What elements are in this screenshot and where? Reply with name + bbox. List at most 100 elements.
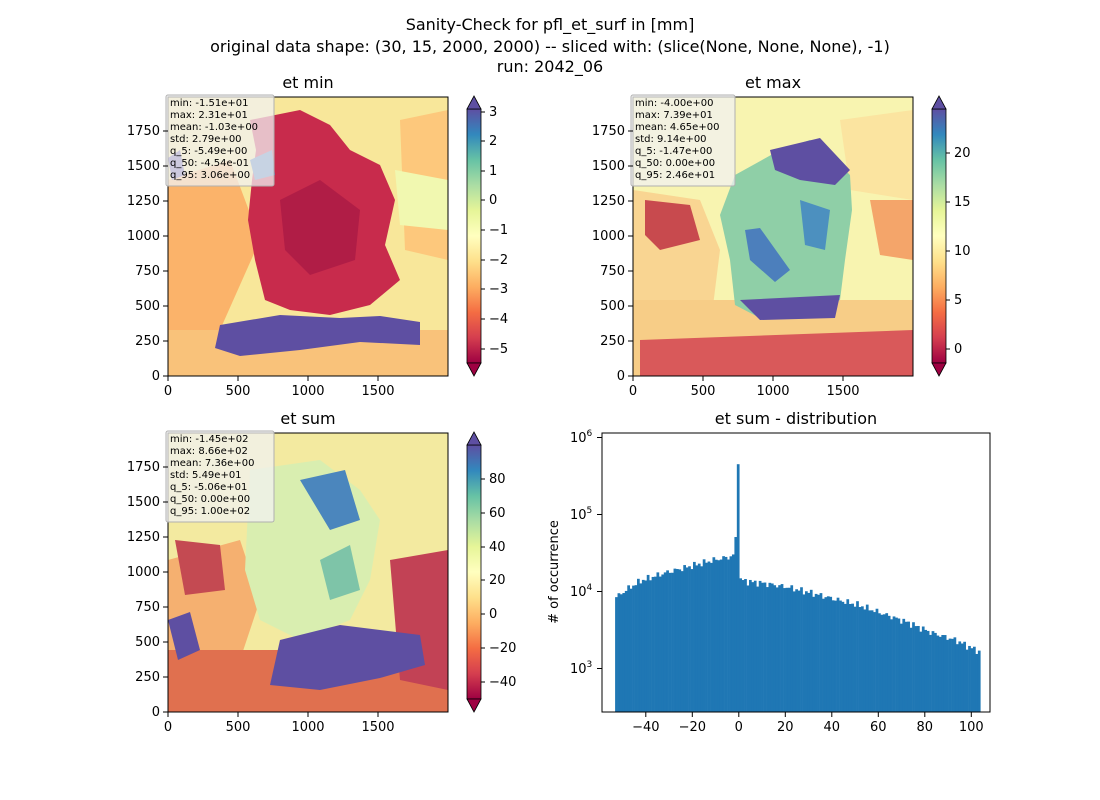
histogram-bar xyxy=(719,559,723,712)
x-tick-label: 1000 xyxy=(756,384,789,399)
histogram-bar xyxy=(617,593,621,712)
histogram-bar xyxy=(744,579,747,712)
x-tick-label: −20 xyxy=(679,720,706,735)
stats-box-et-sum: min: -1.45e+02 max: 8.66e+02 mean: 7.36e… xyxy=(165,430,275,523)
histogram-bar xyxy=(741,580,745,712)
x-axis-et-sum: 0 500 1000 1500 xyxy=(164,712,395,735)
colorbar-tick-label: −40 xyxy=(489,675,516,690)
histogram-bar xyxy=(739,578,742,712)
histogram-bar xyxy=(968,645,971,712)
histogram-bar xyxy=(790,585,794,712)
histogram-bar xyxy=(773,585,777,712)
histogram-bar xyxy=(775,587,779,712)
colorbar-tick-label: −5 xyxy=(489,342,508,357)
colorbar-tick-label: 40 xyxy=(489,540,506,555)
histogram-bar xyxy=(831,600,835,712)
stat-line: min: -1.51e+01 xyxy=(170,98,249,109)
histogram-bar xyxy=(697,563,701,712)
histogram-bar xyxy=(646,574,650,712)
panel-et-max: et max min: -4.00e+00 max: 7.39e+01 mean… xyxy=(592,73,971,399)
histogram-bar xyxy=(649,580,652,712)
histogram-bar xyxy=(729,556,733,712)
histogram-bar xyxy=(658,576,662,712)
histogram-bar xyxy=(722,556,725,712)
colorbar-tick-label: 60 xyxy=(489,506,506,521)
histogram-bar xyxy=(627,585,630,712)
x-tick-label: −40 xyxy=(632,720,659,735)
histogram-bar xyxy=(632,585,635,712)
stat-line: std: 5.49e+01 xyxy=(170,470,242,481)
histogram-bar xyxy=(641,579,645,712)
y-tick-label: 500 xyxy=(135,635,160,650)
colorbar-tick-label: 2 xyxy=(489,134,497,149)
histogram-bar xyxy=(897,618,901,712)
histogram-bar xyxy=(690,569,694,712)
histogram-bar xyxy=(710,562,713,712)
histogram-bar xyxy=(778,585,781,712)
colorbar-et-sum: 80 60 40 20 0 −20 −40 xyxy=(466,431,516,713)
stat-line: q_50: 0.00e+00 xyxy=(170,494,250,505)
histogram-bar xyxy=(899,623,903,712)
x-tick-label: 0 xyxy=(735,720,743,735)
histogram-bar xyxy=(948,638,952,712)
histogram-bar xyxy=(766,587,769,712)
colorbar-tick-label: 80 xyxy=(489,472,506,487)
histogram-bar xyxy=(795,589,798,712)
histogram-bar xyxy=(921,626,925,712)
histogram-bar xyxy=(836,597,840,712)
stat-line: max: 8.66e+02 xyxy=(170,446,248,457)
histogram-bar xyxy=(673,568,677,712)
y-tick-label: 250 xyxy=(135,334,160,349)
panel-et-sum: et sum min: -1.45e+02 max: 8.66e+02 mean… xyxy=(127,409,517,735)
histogram-bar xyxy=(629,588,633,712)
histogram-bar xyxy=(639,583,643,712)
histogram-bar xyxy=(856,601,859,712)
histogram-bar xyxy=(814,593,818,712)
y-tick-label: 1250 xyxy=(592,194,625,209)
stat-line: max: 2.31e+01 xyxy=(170,110,248,121)
histogram-bar xyxy=(792,591,796,712)
histogram-bar xyxy=(887,615,891,712)
histogram-bar xyxy=(953,637,957,712)
y-tick-label: 250 xyxy=(600,334,625,349)
histogram-bar xyxy=(675,569,679,712)
stat-line: q_5: -5.06e+01 xyxy=(170,482,247,493)
x-tick-label: 500 xyxy=(226,720,251,735)
histogram-bar xyxy=(843,603,847,712)
x-tick-label: 60 xyxy=(870,720,887,735)
y-tick-label: 105 xyxy=(570,506,592,523)
histogram-bar xyxy=(615,597,618,712)
histogram-bar xyxy=(797,590,801,712)
stat-line: min: -4.00e+00 xyxy=(635,98,714,109)
histogram-bar xyxy=(946,639,949,712)
colorbar-tick-label: 20 xyxy=(954,146,971,161)
y-axis-et-max: 0 250 500 750 1000 1250 1500 1750 xyxy=(592,124,633,384)
histogram-bar xyxy=(644,580,648,712)
histogram-bar xyxy=(624,590,628,712)
histogram-bar xyxy=(853,606,857,712)
histogram-bar xyxy=(841,601,845,712)
y-tick-label: 0 xyxy=(152,705,160,720)
stat-line: q_5: -5.49e+00 xyxy=(170,146,247,157)
histogram-bar xyxy=(651,576,655,712)
histogram-bar xyxy=(865,604,869,712)
panel-title-et-min: et min xyxy=(282,73,333,92)
stat-line: q_5: -1.47e+00 xyxy=(635,146,712,157)
colorbar-tick-label: −3 xyxy=(489,282,508,297)
histogram-bar xyxy=(753,580,757,712)
stat-line: q_95: 2.46e+01 xyxy=(635,170,715,181)
histogram-bar xyxy=(955,644,959,712)
histogram-bar xyxy=(656,572,660,712)
stats-box-et-min: min: -1.51e+01 max: 2.31e+01 mean: -1.03… xyxy=(165,94,275,187)
histogram-bar xyxy=(712,557,716,712)
histogram-bar xyxy=(895,617,898,712)
histogram-bar xyxy=(787,587,791,712)
histogram-bar xyxy=(907,621,910,712)
histogram-bar xyxy=(858,607,862,712)
x-tick-label: 1500 xyxy=(361,384,394,399)
histogram-bar xyxy=(758,580,762,712)
histogram-bar xyxy=(938,636,942,712)
histogram-bar xyxy=(963,641,966,712)
y-tick-label: 1500 xyxy=(592,159,625,174)
